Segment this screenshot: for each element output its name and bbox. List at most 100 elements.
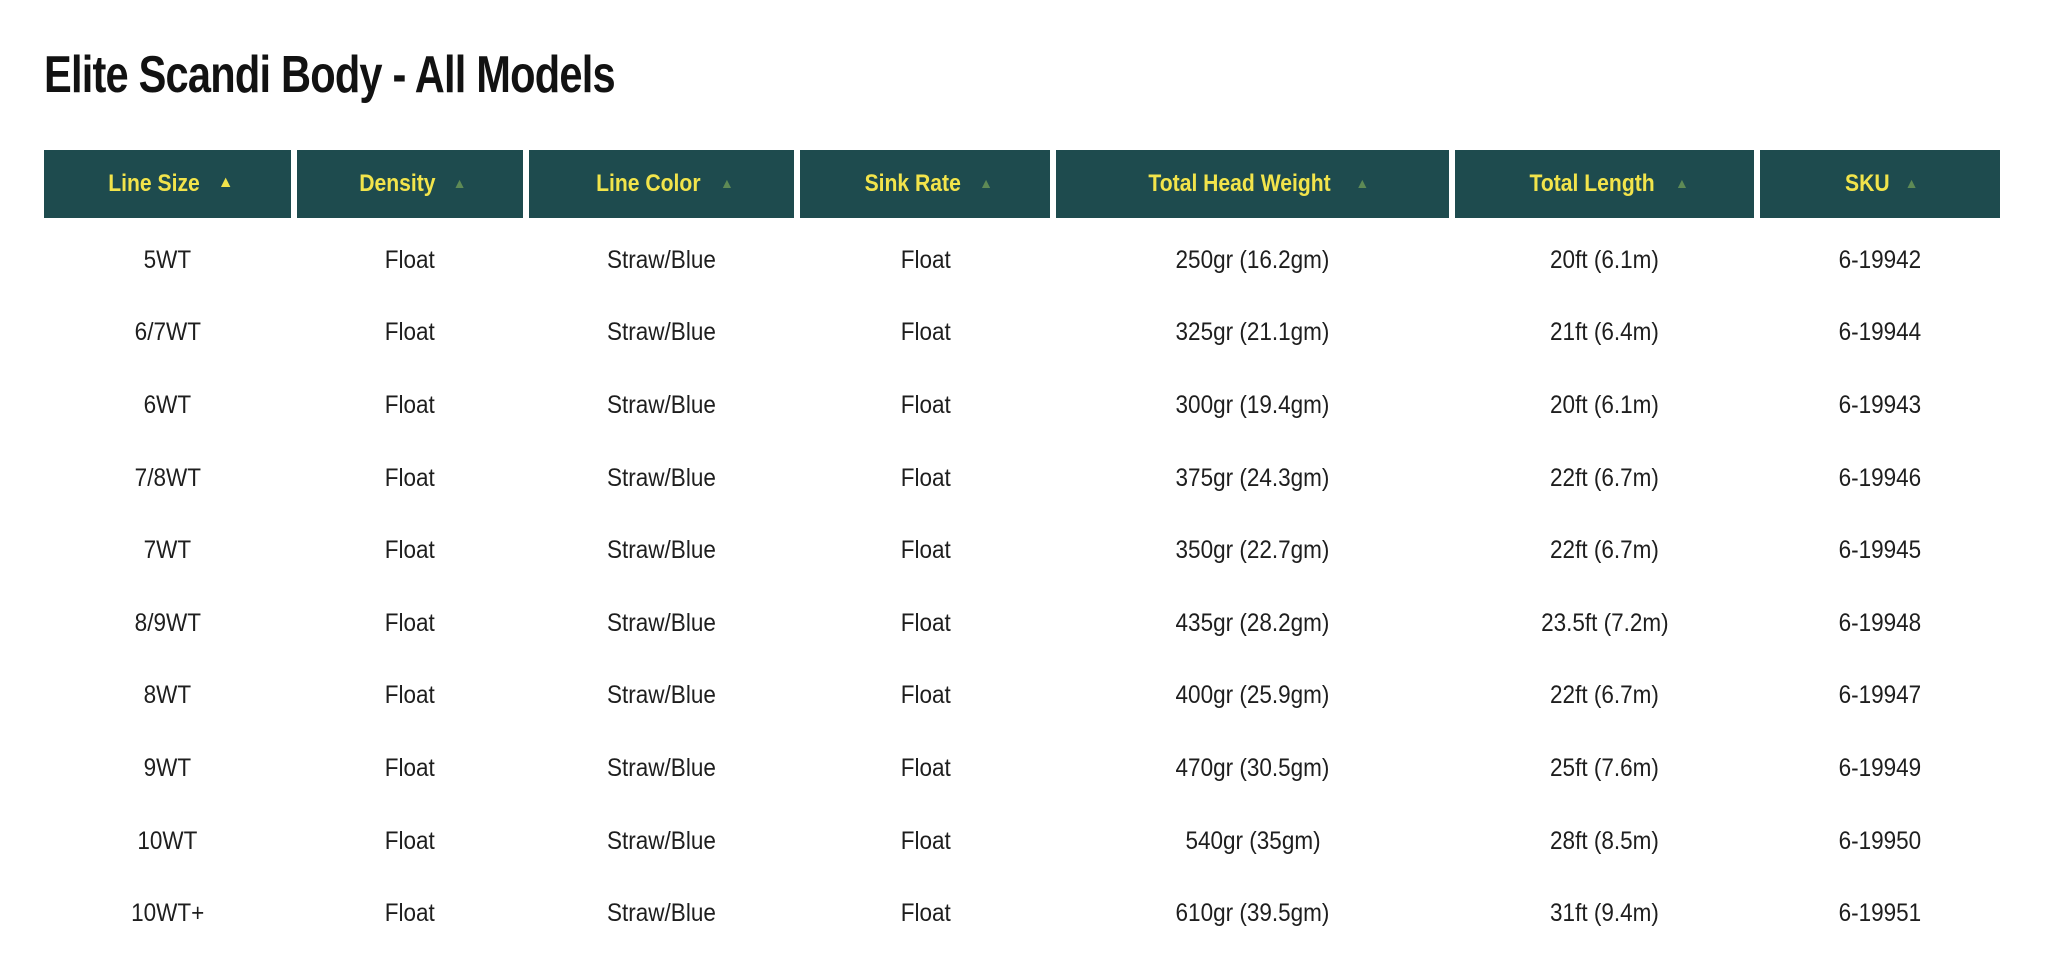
sort-arrow-icon: ▲ <box>452 175 467 191</box>
cell-sink-rate: Float <box>800 805 1050 878</box>
column-header-density[interactable]: Density ▲ <box>297 150 524 218</box>
cell-text: 6-19949 <box>1838 753 1922 782</box>
cell-sku: 6-19945 <box>1760 514 2000 587</box>
cell-total-head-weight: 435gr (28.2gm) <box>1056 587 1449 660</box>
cell-line-size: 7WT <box>44 514 291 587</box>
column-header-label: Total Length <box>1529 170 1655 197</box>
cell-line-size: 8/9WT <box>44 587 291 660</box>
cell-line-color: Straw/Blue <box>529 369 794 442</box>
table-row: 10WT Float Straw/Blue Float 540gr (35gm)… <box>44 805 2000 878</box>
cell-text: Float <box>900 826 951 855</box>
cell-text: 435gr (28.2gm) <box>1175 608 1330 637</box>
column-header-line_size[interactable]: Line Size ▲ <box>44 150 292 218</box>
cell-text: 8/9WT <box>134 608 201 637</box>
cell-total-head-weight: 350gr (22.7gm) <box>1056 514 1449 587</box>
cell-text: 6-19948 <box>1838 608 1922 637</box>
cell-text: Float <box>385 245 436 274</box>
table-row: 6WT Float Straw/Blue Float 300gr (19.4gm… <box>44 369 2000 442</box>
page: Elite Scandi Body - All Models Line Size… <box>44 46 2000 950</box>
table-row: 5WT Float Straw/Blue Float 250gr (16.2gm… <box>44 224 2000 297</box>
cell-total-head-weight: 400gr (25.9gm) <box>1056 660 1449 733</box>
cell-text: 6-19945 <box>1838 536 1922 565</box>
cell-text: Straw/Blue <box>607 753 717 782</box>
cell-text: 7/8WT <box>134 463 201 492</box>
cell-sink-rate: Float <box>800 297 1050 370</box>
table-row: 6/7WT Float Straw/Blue Float 325gr (21.1… <box>44 297 2000 370</box>
cell-total-head-weight: 325gr (21.1gm) <box>1056 297 1449 370</box>
cell-line-color: Straw/Blue <box>529 660 794 733</box>
cell-text: Float <box>385 826 436 855</box>
cell-line-color: Straw/Blue <box>529 732 794 805</box>
column-header-label: Sink Rate <box>864 170 961 197</box>
column-header-sku[interactable]: SKU ▲ <box>1760 150 2000 218</box>
cell-text: 6/7WT <box>134 318 201 347</box>
table-row: 7/8WT Float Straw/Blue Float 375gr (24.3… <box>44 442 2000 515</box>
cell-total-head-weight: 300gr (19.4gm) <box>1056 369 1449 442</box>
cell-text: Float <box>385 390 436 419</box>
cell-text: Float <box>385 753 436 782</box>
cell-line-color: Straw/Blue <box>529 224 794 297</box>
cell-line-color: Straw/Blue <box>529 297 794 370</box>
cell-text: 6-19947 <box>1838 681 1922 710</box>
cell-sku: 6-19947 <box>1760 660 2000 733</box>
cell-density: Float <box>297 732 523 805</box>
cell-total-length: 23.5ft (7.2m) <box>1455 587 1754 660</box>
cell-text: Float <box>900 463 951 492</box>
cell-text: Float <box>900 245 951 274</box>
cell-text: Straw/Blue <box>607 318 717 347</box>
sort-arrow-icon: ▲ <box>1355 175 1370 191</box>
cell-line-color: Straw/Blue <box>529 587 794 660</box>
cell-total-head-weight: 250gr (16.2gm) <box>1056 224 1449 297</box>
cell-density: Float <box>297 297 523 370</box>
column-header-total_head_weight[interactable]: Total Head Weight ▲ <box>1056 150 1450 218</box>
column-header-total_length[interactable]: Total Length ▲ <box>1455 150 1755 218</box>
cell-sink-rate: Float <box>800 587 1050 660</box>
cell-line-size: 5WT <box>44 224 291 297</box>
cell-total-length: 20ft (6.1m) <box>1455 224 1754 297</box>
cell-text: 20ft (6.1m) <box>1550 390 1660 419</box>
cell-text: Straw/Blue <box>607 536 717 565</box>
column-header-line_color[interactable]: Line Color ▲ <box>529 150 795 218</box>
sort-arrow-icon: ▲ <box>1904 175 1919 191</box>
cell-text: Straw/Blue <box>607 826 717 855</box>
column-header-sink_rate[interactable]: Sink Rate ▲ <box>800 150 1051 218</box>
cell-text: Straw/Blue <box>607 608 717 637</box>
sort-arrow-icon: ▲ <box>217 174 234 191</box>
table-body: 5WT Float Straw/Blue Float 250gr (16.2gm… <box>44 218 2000 950</box>
cell-text: 6-19950 <box>1838 826 1922 855</box>
sort-arrow-icon: ▲ <box>720 175 734 191</box>
table-row: 7WT Float Straw/Blue Float 350gr (22.7gm… <box>44 514 2000 587</box>
cell-text: 10WT+ <box>131 899 205 928</box>
cell-line-size: 8WT <box>44 660 291 733</box>
cell-text: 375gr (24.3gm) <box>1175 463 1330 492</box>
cell-text: 540gr (35gm) <box>1185 826 1321 855</box>
cell-text: 6-19943 <box>1838 390 1922 419</box>
cell-text: Straw/Blue <box>607 681 717 710</box>
cell-text: Straw/Blue <box>607 463 717 492</box>
cell-sku: 6-19946 <box>1760 442 2000 515</box>
cell-line-color: Straw/Blue <box>529 877 794 950</box>
cell-density: Float <box>297 805 523 878</box>
cell-sku: 6-19949 <box>1760 732 2000 805</box>
cell-text: Float <box>385 463 436 492</box>
cell-text: Float <box>900 318 951 347</box>
cell-text: 25ft (7.6m) <box>1550 753 1660 782</box>
cell-total-length: 20ft (6.1m) <box>1455 369 1754 442</box>
cell-text: 250gr (16.2gm) <box>1175 245 1330 274</box>
cell-text: 400gr (25.9gm) <box>1175 681 1330 710</box>
cell-total-length: 21ft (6.4m) <box>1455 297 1754 370</box>
column-header-label: Line Size <box>107 170 200 197</box>
cell-sink-rate: Float <box>800 442 1050 515</box>
cell-text: Float <box>900 390 951 419</box>
cell-line-color: Straw/Blue <box>529 442 794 515</box>
cell-density: Float <box>297 660 523 733</box>
cell-text: Float <box>385 608 436 637</box>
cell-text: 20ft (6.1m) <box>1550 245 1660 274</box>
cell-density: Float <box>297 442 523 515</box>
cell-text: Float <box>385 681 436 710</box>
cell-sku: 6-19944 <box>1760 297 2000 370</box>
cell-density: Float <box>297 587 523 660</box>
table-row: 8WT Float Straw/Blue Float 400gr (25.9gm… <box>44 660 2000 733</box>
cell-line-size: 6WT <box>44 369 291 442</box>
cell-line-size: 10WT+ <box>44 877 291 950</box>
